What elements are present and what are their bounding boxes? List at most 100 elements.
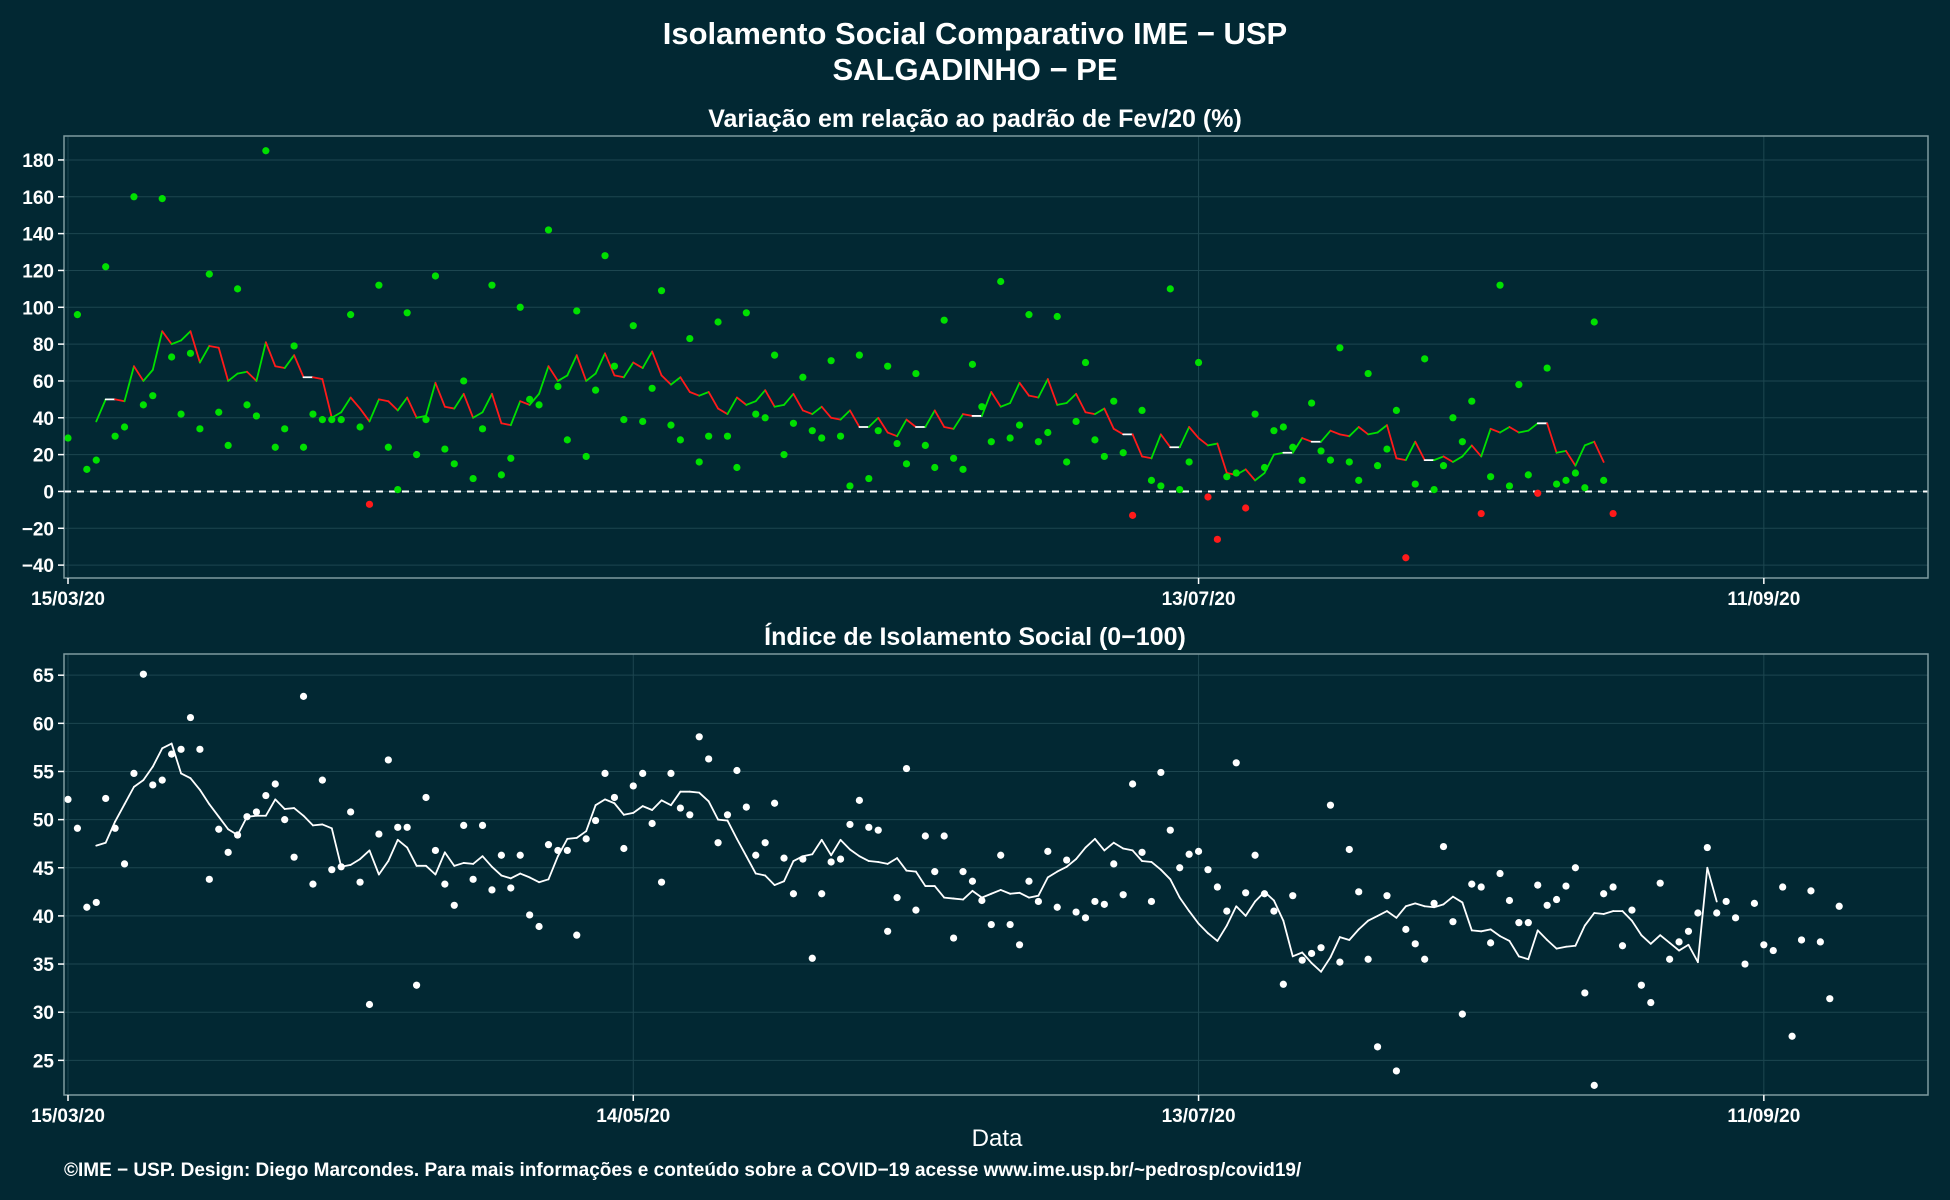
- data-point: [827, 357, 835, 365]
- data-point: [1543, 364, 1551, 372]
- data-point: [780, 451, 788, 459]
- data-point: [516, 303, 524, 311]
- data-point: [252, 412, 261, 420]
- data-point: [337, 416, 345, 424]
- data-point: [1666, 955, 1674, 963]
- data-point: [846, 820, 854, 829]
- rolling-mean-segment: [1376, 910, 1388, 917]
- rolling-mean-segment: [1404, 440, 1417, 462]
- data-point: [648, 384, 656, 392]
- data-point: [1025, 311, 1033, 319]
- data-point: [1571, 864, 1580, 872]
- rolling-mean-segment: [736, 837, 748, 858]
- data-point: [1600, 890, 1608, 898]
- data-point: [940, 316, 948, 324]
- rolling-mean-segment: [1583, 912, 1596, 927]
- rolling-mean-segment: [1018, 891, 1030, 899]
- rolling-mean-segment: [764, 389, 776, 408]
- rolling-mean-segment: [801, 409, 814, 415]
- data-point: [478, 821, 487, 829]
- data-point: [1317, 447, 1325, 455]
- data-point: [1345, 458, 1353, 466]
- data-point: [1779, 883, 1787, 891]
- rolling-mean-segment: [1178, 896, 1191, 912]
- data-point: [111, 432, 119, 440]
- rolling-mean-segment: [142, 765, 154, 782]
- footer-credit: ©IME − USP. Design: Diego Marcondes. Par…: [64, 1160, 1302, 1181]
- rolling-mean-segment: [246, 370, 258, 382]
- data-point: [1552, 480, 1561, 488]
- rolling-mean-segment: [1706, 866, 1718, 903]
- rolling-mean-segment: [538, 878, 550, 884]
- rolling-mean-segment: [434, 381, 446, 408]
- rolling-mean-segment: [425, 864, 437, 876]
- data-point: [1505, 482, 1514, 490]
- data-point: [1515, 919, 1523, 927]
- rolling-mean-segment: [688, 391, 701, 397]
- rolling-mean-segment: [604, 352, 616, 377]
- rolling-mean-segment: [773, 403, 785, 408]
- data-point: [695, 458, 703, 466]
- y-tick-label: −20: [22, 519, 54, 540]
- data-point: [667, 769, 675, 777]
- rolling-mean-segment: [1310, 962, 1322, 973]
- x-tick-label: 13/07/20: [1162, 1106, 1236, 1127]
- data-point: [1449, 918, 1457, 926]
- data-point: [1006, 434, 1014, 442]
- data-point: [1053, 903, 1061, 911]
- data-point: [1562, 476, 1570, 484]
- rolling-mean-segment: [924, 409, 936, 428]
- data-point: [752, 851, 760, 859]
- rolling-mean-segment: [1470, 929, 1483, 933]
- data-point: [233, 285, 242, 293]
- data-point: [271, 443, 279, 451]
- data-point: [855, 351, 863, 359]
- rolling-mean-segment: [95, 841, 107, 847]
- data-point: [1468, 880, 1476, 888]
- data-point: [1458, 1010, 1466, 1018]
- rolling-mean-segment: [1583, 440, 1596, 447]
- data-point: [865, 474, 873, 483]
- y-tick-label: 100: [22, 298, 54, 319]
- rolling-mean-segment: [1056, 402, 1068, 406]
- rolling-mean-segment: [1433, 903, 1445, 909]
- data-point: [469, 474, 477, 483]
- rolling-mean-segment: [566, 354, 578, 377]
- rolling-mean-segment: [849, 409, 861, 428]
- data-point: [1703, 843, 1711, 852]
- y-tick-label: 65: [33, 666, 55, 687]
- rolling-mean-segment: [1367, 915, 1379, 922]
- rolling-mean-segment: [1103, 407, 1115, 430]
- rolling-mean-segment: [1131, 433, 1143, 458]
- data-point: [64, 795, 72, 803]
- data-point: [1129, 511, 1137, 519]
- rolling-mean-segment: [1320, 956, 1332, 973]
- rolling-mean-segment: [406, 396, 418, 419]
- data-point: [1072, 417, 1080, 426]
- data-point: [139, 401, 147, 409]
- rolling-mean-segment: [198, 345, 211, 364]
- rolling-mean-segment: [1565, 450, 1577, 467]
- rolling-mean-segment: [170, 742, 182, 775]
- data-point: [1543, 901, 1551, 909]
- rolling-mean-segment: [1348, 426, 1360, 438]
- rolling-mean-segment: [726, 819, 738, 840]
- rolling-mean-segment: [1141, 455, 1153, 460]
- data-point: [1251, 851, 1259, 859]
- rolling-mean-segment: [1517, 429, 1530, 434]
- rolling-mean-segment: [613, 802, 625, 816]
- data-point: [102, 263, 110, 271]
- data-point: [591, 386, 600, 394]
- data-point: [1355, 888, 1363, 896]
- data-point: [1034, 438, 1042, 446]
- rolling-mean-segment: [962, 413, 974, 417]
- data-point: [158, 195, 166, 203]
- data-point: [1383, 445, 1391, 453]
- data-point: [1176, 486, 1184, 494]
- rolling-mean-segment: [698, 791, 710, 803]
- data-point: [488, 281, 496, 289]
- data-point: [1317, 944, 1325, 952]
- rolling-mean-segment: [1376, 424, 1388, 434]
- data-point: [1609, 883, 1617, 891]
- data-point: [1421, 955, 1429, 963]
